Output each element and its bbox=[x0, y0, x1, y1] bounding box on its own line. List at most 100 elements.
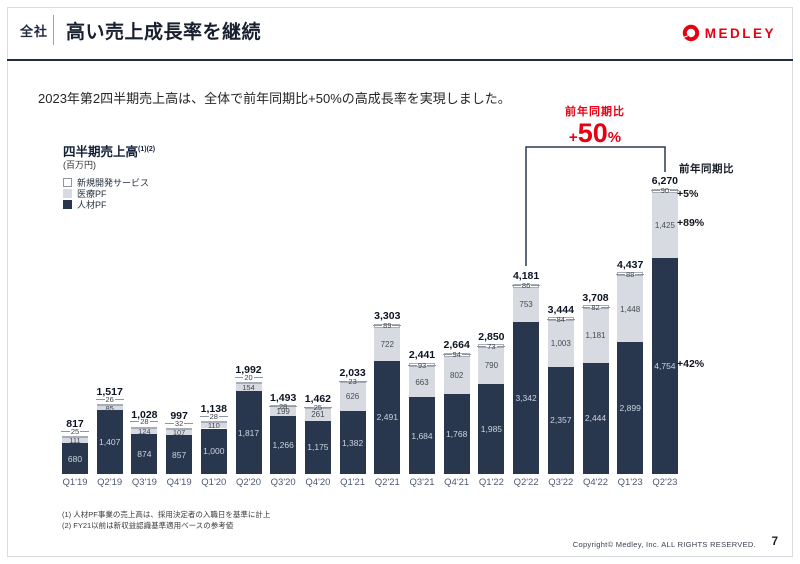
legend-swatch-new-services bbox=[63, 177, 72, 187]
bar-hr-pf-value: 2,899 bbox=[619, 403, 641, 414]
bar-total-label: 4,437 bbox=[617, 258, 644, 271]
subtitle: 2023年第2四半期売上高は、全体で前年同期比+50%の高成長率を実現しました。 bbox=[38, 91, 511, 106]
chart-title-text: 四半期売上高 bbox=[63, 145, 139, 159]
bar-segment-medical-pf bbox=[96, 406, 123, 410]
legend-item-hr-pf: 人材PF bbox=[63, 199, 149, 210]
bar-segment-hr-pf bbox=[62, 443, 88, 474]
leader-line-label-part bbox=[546, 318, 556, 320]
bar-segment-new-services bbox=[96, 404, 123, 407]
bar-segment-hr-pf bbox=[200, 428, 227, 474]
leader-line-label-part: 90 bbox=[660, 186, 670, 196]
leader-line-label-part bbox=[80, 430, 89, 432]
medley-icon bbox=[682, 24, 700, 42]
leader-line-label-part bbox=[165, 422, 174, 424]
x-axis-label: Q3'20 bbox=[270, 477, 296, 488]
bar-segment-new-services bbox=[62, 436, 88, 438]
yoy-callout: 前年同期比 +50% bbox=[526, 103, 664, 147]
bar-segment-medical-pf bbox=[582, 309, 609, 363]
bar-medical-pf-value: 154 bbox=[242, 383, 255, 393]
bar-medical-pf-value: 110 bbox=[207, 421, 220, 431]
bar-segment-hr-pf bbox=[304, 420, 331, 474]
leader-line-label-part bbox=[269, 405, 279, 407]
bar-medical-pf-value: 85 bbox=[105, 403, 114, 413]
leader-line-label-part bbox=[461, 354, 471, 356]
leader-line-label-part bbox=[477, 345, 487, 347]
bar-medical-pf-value: 199 bbox=[276, 407, 290, 417]
leader-line-label-part: 89 bbox=[383, 321, 392, 331]
bar-medical-pf-value: 790 bbox=[484, 361, 499, 371]
bar-segment-hr-pf bbox=[270, 416, 297, 474]
bar-segment-new-services bbox=[166, 428, 193, 431]
bar-new-services-value: 23 bbox=[338, 377, 367, 386]
leader-line-label-part bbox=[357, 381, 367, 383]
bar-segment-medical-pf bbox=[166, 430, 193, 435]
yoy-value-part: 50 bbox=[577, 118, 608, 148]
leader-line-label-part: 20 bbox=[244, 372, 253, 382]
footnote-1: (1) 人材PF事業の売上高は、採用決定者の入職日を基準に計上 bbox=[62, 510, 271, 519]
bar-new-services-value: 93 bbox=[408, 361, 436, 370]
bar-segment-medical-pf bbox=[443, 357, 470, 394]
x-axis-label: Q2'21 bbox=[374, 477, 400, 488]
bar-total-label: 2,441 bbox=[408, 349, 436, 362]
page-title: 高い売上成長率を継続 bbox=[66, 22, 262, 43]
leader-line-label-part bbox=[184, 422, 194, 424]
leader-line-label-part bbox=[600, 306, 610, 308]
bar-segment-hr-pf bbox=[374, 360, 401, 474]
bar-total-label: 1,462 bbox=[304, 393, 332, 406]
yoy-callout-label: 前年同期比 bbox=[565, 106, 625, 118]
bar-segment-medical-pf bbox=[651, 192, 678, 258]
leader-line-label-part: 25 bbox=[70, 426, 80, 436]
bar-hr-pf-value: 857 bbox=[172, 449, 187, 460]
footer-copyright: Copyright© Medley, Inc. ALL RIGHTS RESER… bbox=[572, 540, 756, 549]
leader-line-label-part: 32 bbox=[174, 418, 184, 428]
bar-new-services-value: 28 bbox=[130, 417, 159, 426]
bar-total-label: 1,493 bbox=[270, 391, 297, 404]
bar-medical-pf-value: 261 bbox=[311, 410, 325, 420]
leader-line-label-part bbox=[635, 273, 645, 275]
bar-hr-pf-value: 2,444 bbox=[584, 413, 607, 424]
bar-segment-hr-pf bbox=[651, 257, 678, 474]
leader-line-label-part bbox=[61, 430, 70, 432]
bar-hr-pf-value: 874 bbox=[137, 449, 152, 460]
bar-segment-hr-pf bbox=[547, 366, 574, 474]
leader-line-label-part: 26 bbox=[105, 394, 114, 404]
x-axis-label: Q3'21 bbox=[409, 477, 435, 488]
leader-line-label-part bbox=[408, 364, 417, 366]
leader-line-label-part: 86 bbox=[521, 281, 531, 291]
bar-hr-pf-value: 1,382 bbox=[341, 437, 364, 448]
bar-segment-medical-pf bbox=[339, 382, 366, 412]
legend-item-new-services: 新規開発サービス bbox=[63, 177, 149, 188]
leader-line-label-part bbox=[512, 285, 521, 287]
bar-segment-medical-pf bbox=[617, 276, 644, 343]
x-axis-label: Q3'22 bbox=[548, 477, 574, 488]
leader-line-label-part bbox=[442, 354, 452, 356]
x-axis-label: Q1'20 bbox=[201, 477, 227, 488]
leader-line-label-part bbox=[253, 376, 263, 378]
x-axis-label: Q1'22 bbox=[478, 477, 504, 488]
leader-line-label-part bbox=[288, 405, 298, 407]
bar-segment-hr-pf bbox=[582, 362, 609, 474]
bar-new-services-value: 84 bbox=[546, 315, 575, 324]
bar-hr-pf-value: 1,175 bbox=[307, 442, 329, 453]
bar-total-label: 2,664 bbox=[443, 339, 470, 352]
leader-line-label-part bbox=[373, 325, 383, 327]
yoy-callout-value: +50% bbox=[526, 119, 664, 147]
yoy-value-part: + bbox=[568, 129, 578, 146]
leader-line-label-part bbox=[323, 407, 332, 409]
bar-new-services-value: 25 bbox=[61, 427, 89, 436]
x-axis-label: Q4'19 bbox=[166, 477, 192, 488]
bar-medical-pf-value: 722 bbox=[380, 339, 394, 349]
bar-new-services-value: 32 bbox=[165, 418, 194, 428]
leader-line-label-part bbox=[149, 421, 159, 423]
legend-label-medical-pf: 医療PF bbox=[77, 188, 107, 199]
right-yoy-value: +42% bbox=[677, 357, 705, 370]
x-axis-label: Q2'20 bbox=[235, 477, 262, 488]
leader-line-label-part bbox=[218, 415, 228, 417]
bar-hr-pf-value: 3,342 bbox=[515, 392, 537, 403]
chart-unit-label: (百万円) bbox=[63, 160, 96, 170]
leader-line-label-part bbox=[114, 398, 124, 400]
bar-total-label: 1,992 bbox=[235, 364, 262, 377]
bar-segment-hr-pf bbox=[235, 391, 262, 474]
x-axis-label: Q2'19 bbox=[97, 477, 123, 488]
